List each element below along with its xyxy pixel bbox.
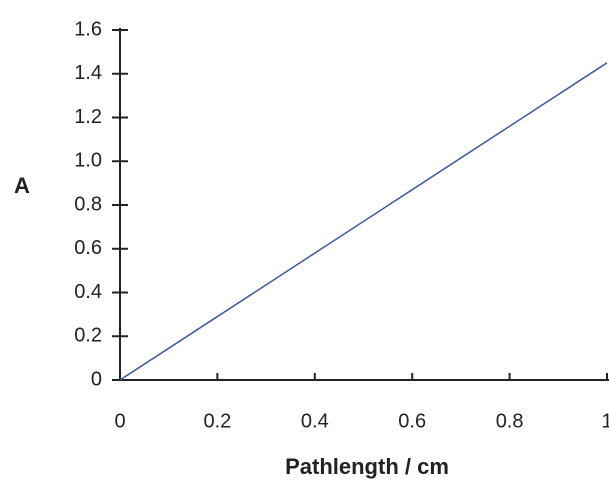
y-tick-label: 0	[91, 368, 102, 390]
y-tick-label: 1.2	[74, 106, 102, 128]
data-line	[119, 62, 608, 381]
y-tick-label: 1.4	[74, 62, 102, 84]
x-axis-label: Pathlength / cm	[285, 454, 449, 479]
y-axis-label: A	[14, 173, 30, 198]
y-tick-label: 0.8	[74, 193, 102, 215]
x-tick-label: 0.6	[398, 410, 426, 432]
x-tick-label: 0.2	[203, 410, 231, 432]
y-tick-label: 0.6	[74, 237, 102, 259]
x-tick-label: 1	[601, 410, 609, 432]
x-tick-label: 0.8	[496, 410, 524, 432]
x-tick-label: 0.4	[301, 410, 329, 432]
y-tick-label: 0.4	[74, 281, 102, 303]
y-tick-label: 1.0	[74, 150, 102, 172]
x-tick-label: 0	[114, 410, 125, 432]
y-tick-label: 0.2	[74, 325, 102, 347]
y-tick-label: 1.6	[74, 18, 102, 40]
